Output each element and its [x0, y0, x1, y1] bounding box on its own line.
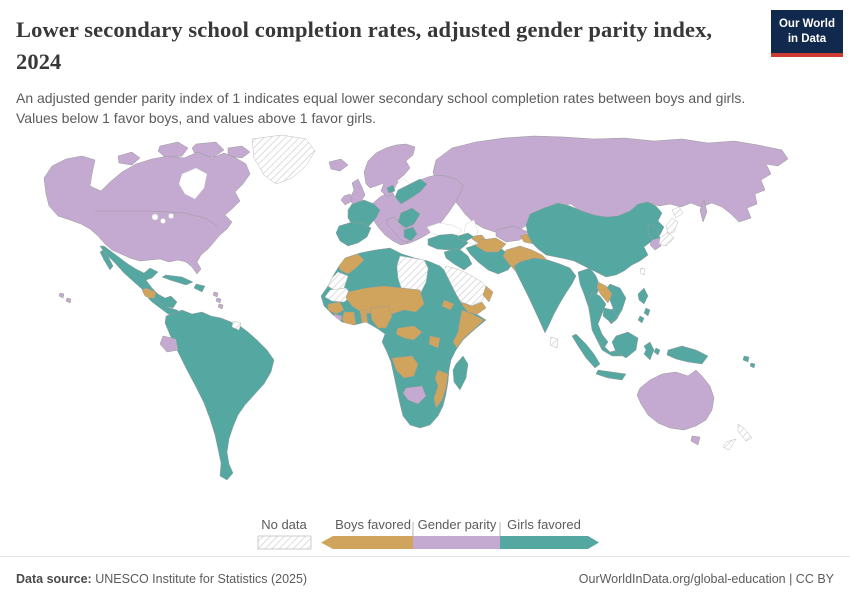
country-suriname[interactable]	[231, 320, 242, 331]
country-sahel[interactable]	[345, 285, 425, 315]
country-south-korea[interactable]	[649, 237, 662, 251]
country-borneo[interactable]	[611, 331, 639, 359]
country-ireland[interactable]	[340, 193, 353, 206]
legend-label-boys-favored: Boys favored	[335, 517, 411, 532]
country-scandinavia[interactable]	[363, 143, 416, 198]
country-new-zealand[interactable]	[722, 423, 753, 451]
us-canada-border	[95, 210, 219, 227]
legend-segment-girls-favored[interactable]	[500, 536, 599, 549]
country-iberia[interactable]	[335, 221, 372, 247]
country-thailand[interactable]	[587, 291, 609, 349]
legend-segment-gender-parity[interactable]	[413, 536, 500, 549]
country-turkmenistan[interactable]	[475, 237, 507, 253]
country-philippines[interactable]	[637, 287, 651, 324]
country-laos[interactable]	[596, 281, 613, 304]
country-cuba[interactable]	[161, 274, 194, 286]
country-sumatra[interactable]	[571, 333, 601, 369]
country-tasmania[interactable]	[690, 435, 701, 446]
country-somalia[interactable]	[452, 309, 485, 349]
country-taiwan[interactable]	[639, 267, 646, 276]
country-new-guinea[interactable]	[666, 345, 709, 365]
country-india[interactable]	[513, 257, 577, 334]
country-south-america[interactable]	[164, 309, 275, 481]
country-georgia[interactable]	[457, 232, 475, 242]
map-legend: No data Boys favored Gender parity Girls…	[257, 517, 599, 550]
country-lesser-antilles[interactable]	[212, 291, 224, 310]
black-sea	[426, 222, 463, 237]
footer-link[interactable]: OurWorldInData.org/global-education | CC…	[578, 571, 834, 586]
footer-source-text: UNESCO Institute for Statistics (2025)	[95, 571, 308, 586]
country-sulawesi[interactable]	[643, 341, 655, 361]
hudson-bay	[178, 167, 208, 200]
country-java[interactable]	[595, 369, 627, 381]
country-sakhalin[interactable]	[699, 199, 708, 223]
legend-no-data-swatch[interactable]	[257, 535, 312, 550]
owid-logo-line1: Our World	[778, 18, 835, 30]
page-subtitle: An adjusted gender parity index of 1 ind…	[16, 89, 746, 126]
country-japan[interactable]	[658, 206, 684, 247]
legend-label-girls-favored: Girls favored	[507, 517, 581, 532]
country-balkans[interactable]	[397, 207, 421, 229]
country-denmark[interactable]	[386, 184, 396, 194]
great-lakes	[151, 213, 174, 224]
owid-logo[interactable]: Our World in Data	[770, 10, 843, 57]
country-greenland[interactable]	[251, 134, 316, 185]
country-mexico[interactable]	[99, 245, 178, 309]
country-ecuador[interactable]	[159, 335, 179, 353]
country-eritrea[interactable]	[441, 299, 455, 311]
country-madagascar[interactable]	[452, 355, 469, 391]
country-oman[interactable]	[482, 285, 494, 303]
country-sri-lanka[interactable]	[549, 336, 559, 349]
country-china[interactable]	[525, 201, 665, 278]
footer-source: Data source: UNESCO Institute for Statis…	[16, 572, 307, 586]
country-liberia[interactable]	[332, 313, 343, 325]
header: Lower secondary school completion rates,…	[16, 14, 766, 128]
country-nigeria[interactable]	[369, 305, 393, 329]
legend-no-data-label: No data	[261, 517, 307, 532]
world-choropleth-map	[43, 134, 789, 481]
country-pacific-islands[interactable]	[653, 347, 756, 369]
owid-logo-line2: in Data	[787, 32, 827, 45]
country-guinea[interactable]	[327, 301, 345, 315]
country-australia[interactable]	[636, 369, 715, 431]
country-cambodia[interactable]	[602, 307, 619, 323]
country-mauritania[interactable]	[324, 287, 353, 303]
country-botswana[interactable]	[402, 385, 427, 405]
country-hispaniola[interactable]	[193, 283, 206, 293]
legend-segment-boys-favored[interactable]	[321, 536, 413, 549]
country-canada-usa[interactable]	[43, 151, 251, 275]
footer-source-label: Data source:	[16, 571, 92, 586]
country-central-african-republic[interactable]	[395, 325, 423, 341]
country-angola[interactable]	[391, 355, 419, 379]
country-hawaii[interactable]	[58, 292, 72, 304]
country-greece[interactable]	[403, 226, 418, 242]
legend-label-gender-parity: Gender parity	[418, 517, 497, 532]
country-mozambique[interactable]	[433, 369, 449, 409]
country-uganda[interactable]	[428, 335, 441, 349]
footer: Data source: UNESCO Institute for Statis…	[0, 556, 850, 600]
country-iraq-syria[interactable]	[443, 247, 473, 271]
country-poland-baltics[interactable]	[394, 178, 428, 205]
country-uzbekistan[interactable]	[495, 225, 529, 243]
page-title: Lower secondary school completion rates,…	[16, 17, 713, 74]
country-iceland[interactable]	[328, 158, 349, 172]
